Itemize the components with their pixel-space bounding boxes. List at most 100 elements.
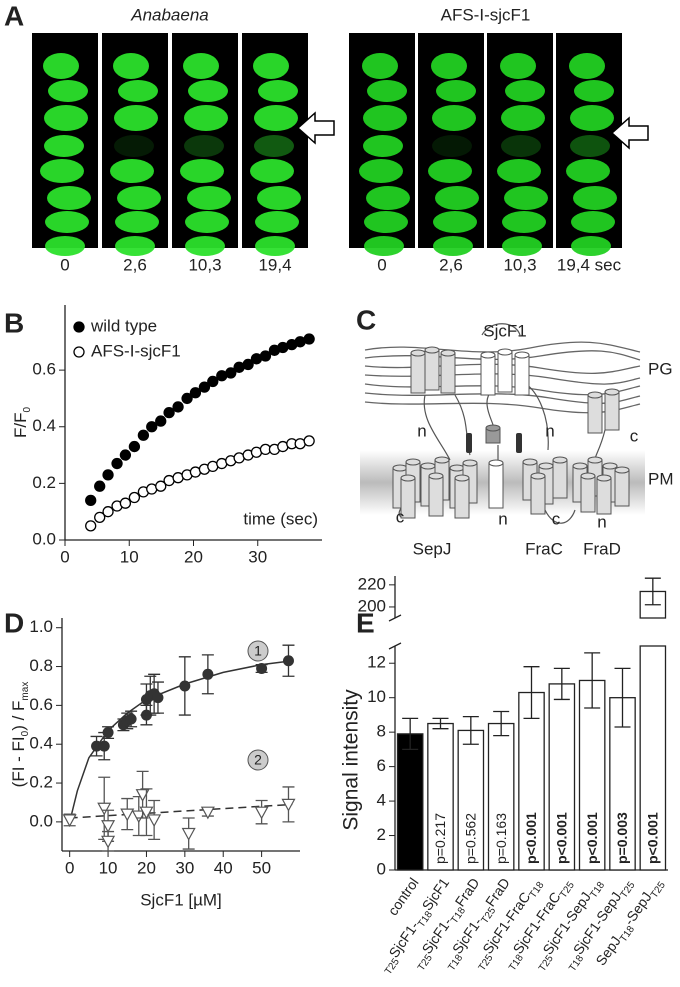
data-point <box>172 401 184 413</box>
x-tick-label: 50 <box>252 858 271 877</box>
cell <box>254 135 294 157</box>
cell <box>185 236 225 256</box>
helix-top <box>424 346 440 354</box>
helix-top <box>428 472 444 480</box>
cell <box>253 53 289 79</box>
data-point <box>120 808 135 822</box>
time-label: 10,3 <box>188 255 221 274</box>
p-value-label: p=0.562 <box>463 813 479 864</box>
linkers <box>398 379 606 524</box>
cell <box>48 80 88 102</box>
subscript: T25 <box>537 953 556 974</box>
error-bar <box>493 710 510 737</box>
helix-top <box>530 472 546 480</box>
cell <box>187 186 231 210</box>
data-point <box>147 814 162 828</box>
panel-label: D <box>4 607 24 638</box>
cell <box>566 159 610 183</box>
helix-top <box>480 351 496 359</box>
y-axis-label: (FI - FI0) / Fmax <box>9 682 31 788</box>
error-bar <box>462 715 479 745</box>
data-point <box>125 713 137 725</box>
cell <box>250 159 294 183</box>
diagram-label: n <box>545 421 554 440</box>
helix-cylinder <box>580 475 596 513</box>
data-point <box>303 333 315 345</box>
cell <box>255 211 299 233</box>
cell <box>502 236 542 256</box>
diagram-label: n <box>597 512 606 531</box>
arrow <box>296 111 335 145</box>
text-part: SjcF1 <box>418 875 452 914</box>
helix-top <box>462 459 478 467</box>
helix-cylinder <box>552 459 568 499</box>
cell <box>500 53 536 79</box>
subscript: max <box>20 682 31 701</box>
data-point <box>98 740 110 752</box>
cell <box>367 80 407 102</box>
cell <box>115 211 159 233</box>
helix-cylinder <box>596 477 612 515</box>
text-part: F/F <box>11 413 30 439</box>
y-tick-label: 4 <box>377 791 386 810</box>
time-label: 19,4 <box>258 255 291 274</box>
cell <box>254 105 298 131</box>
x-tick-label: control <box>384 875 421 919</box>
helix-top <box>614 466 630 474</box>
subscript: T25 <box>416 952 435 973</box>
error-bar <box>523 666 540 720</box>
y-tick-label: 0 <box>377 859 386 878</box>
time-label: 0 <box>60 255 69 274</box>
cell <box>188 80 228 102</box>
arrow <box>610 116 649 150</box>
helix-top <box>604 388 620 396</box>
axis-break <box>388 614 402 622</box>
data-point <box>62 814 77 828</box>
subscript: 0 <box>20 730 31 736</box>
p-value-label: p<0.001 <box>645 812 661 864</box>
helix-top <box>596 474 612 482</box>
cell <box>45 211 89 233</box>
cell <box>569 53 605 79</box>
helix-top <box>538 462 554 470</box>
error-bar <box>584 652 601 709</box>
p-value-label: p=0.003 <box>614 812 630 864</box>
subscript: T18 <box>446 952 465 973</box>
subscript: 0 <box>22 407 33 413</box>
helix-top <box>602 462 618 470</box>
data-point <box>102 506 114 518</box>
data-point <box>163 406 175 419</box>
annotation: 1 <box>254 643 262 659</box>
data-point <box>119 449 132 461</box>
cell <box>115 236 155 256</box>
helix-top <box>440 349 456 357</box>
helix-top <box>587 391 603 399</box>
y-tick-label: 220 <box>358 574 386 593</box>
y-tick-label: 8 <box>377 722 386 741</box>
data-point <box>281 798 296 812</box>
helix-cylinder <box>428 475 444 517</box>
data-point <box>85 494 97 507</box>
y-tick-label: 12 <box>367 653 386 672</box>
cell <box>362 53 398 79</box>
data-point <box>181 827 196 841</box>
diagram-label: FraC <box>525 539 563 558</box>
x-tick-label: 0 <box>60 547 69 566</box>
data-point <box>179 680 191 692</box>
helix-top <box>488 459 504 467</box>
helix <box>466 433 472 453</box>
data-point <box>256 662 268 674</box>
diagram-label: c <box>630 426 639 445</box>
helix-cylinder <box>454 477 470 519</box>
helix-top <box>400 474 416 482</box>
cell <box>184 135 224 157</box>
bar <box>548 683 576 871</box>
error-bar <box>644 577 661 606</box>
x-tick-label: 20 <box>137 858 156 877</box>
helix-cylinder <box>440 352 456 394</box>
cell <box>432 105 476 131</box>
cell <box>571 236 611 256</box>
cell <box>363 105 407 131</box>
data-point <box>94 511 106 523</box>
y-tick-label: 2 <box>377 825 386 844</box>
